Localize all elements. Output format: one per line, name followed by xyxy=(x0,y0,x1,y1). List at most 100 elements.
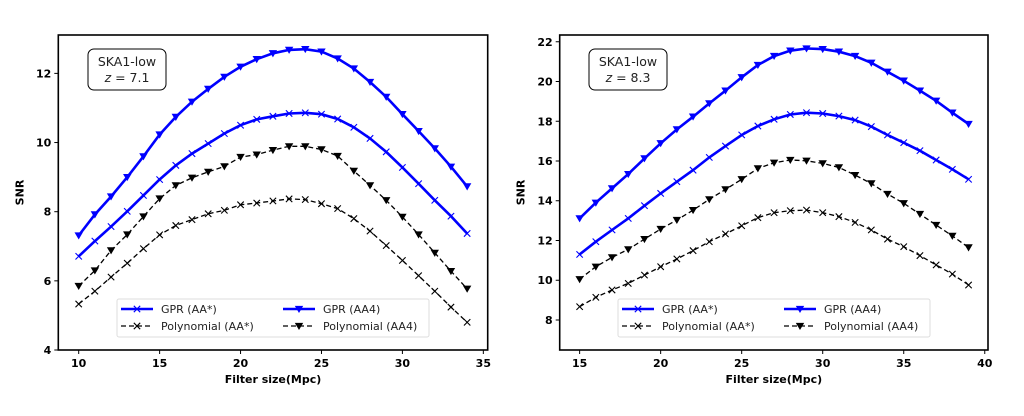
data-point xyxy=(754,214,762,222)
x-tick-label: 35 xyxy=(896,357,911,370)
data-point xyxy=(673,178,681,186)
data-point xyxy=(333,55,342,63)
data-point xyxy=(624,279,632,288)
data-point xyxy=(75,252,83,260)
data-point xyxy=(156,175,164,184)
data-point xyxy=(591,263,601,271)
data-point xyxy=(334,115,342,123)
data-point xyxy=(850,52,860,61)
series-polynomial-aa- xyxy=(75,195,471,326)
redshift-symbol: z xyxy=(605,70,613,85)
data-point xyxy=(284,46,294,54)
series-line xyxy=(578,111,970,256)
redshift-value: = 8.3 xyxy=(612,70,650,85)
data-point xyxy=(253,199,261,207)
y-tick-label: 8 xyxy=(44,206,52,219)
series-gpr-aa4- xyxy=(74,46,472,240)
data-point xyxy=(737,74,746,82)
legend-marker xyxy=(795,305,805,313)
data-point xyxy=(350,215,358,223)
data-point xyxy=(139,153,148,161)
legend-entry: GPR (AA4) xyxy=(283,303,380,316)
data-point xyxy=(834,164,844,172)
data-point xyxy=(90,267,100,275)
data-point xyxy=(91,287,99,295)
data-point xyxy=(91,237,99,245)
legend-label: GPR (AA4) xyxy=(323,303,380,316)
data-point xyxy=(688,113,698,121)
data-point xyxy=(900,243,908,251)
data-point xyxy=(721,87,730,95)
data-point xyxy=(463,318,471,326)
data-point xyxy=(398,213,407,221)
data-point xyxy=(317,48,326,56)
x-tick-label: 40 xyxy=(977,357,993,370)
data-point xyxy=(269,112,277,120)
data-point xyxy=(916,147,924,155)
data-point xyxy=(301,46,310,54)
axes-frame xyxy=(558,34,989,351)
data-point xyxy=(171,182,181,190)
data-point xyxy=(770,209,778,217)
annotation-redshift: z = 7.1 xyxy=(104,70,150,85)
data-point xyxy=(835,213,843,221)
data-point xyxy=(705,238,713,246)
legend-label: Polynomial (AA4) xyxy=(824,320,918,333)
data-point xyxy=(74,282,83,291)
data-point xyxy=(770,115,778,123)
x-tick-label: 35 xyxy=(476,357,491,370)
data-point xyxy=(851,218,859,226)
legend-frame xyxy=(617,298,931,338)
data-point xyxy=(640,202,649,210)
y-axis-label: SNR xyxy=(515,179,528,205)
data-point xyxy=(447,303,455,311)
data-point xyxy=(802,206,811,214)
data-point xyxy=(819,109,827,118)
data-point xyxy=(74,232,83,240)
series-polynomial-aa4- xyxy=(74,143,472,293)
data-point xyxy=(349,65,359,73)
data-point xyxy=(915,210,925,219)
data-point xyxy=(430,145,439,153)
data-point xyxy=(721,186,730,194)
y-tick-label: 12 xyxy=(537,234,552,247)
data-point xyxy=(350,123,358,131)
data-point xyxy=(688,206,698,215)
series-gpr-aa4- xyxy=(575,45,973,223)
data-point xyxy=(738,131,746,139)
legend-entry: Polynomial (AA*) xyxy=(622,320,755,333)
data-point xyxy=(786,47,795,55)
data-point xyxy=(187,98,197,106)
data-point xyxy=(640,271,649,279)
data-point xyxy=(268,50,278,58)
data-point xyxy=(883,235,892,243)
data-point xyxy=(301,195,309,204)
data-point xyxy=(640,235,649,244)
data-point xyxy=(204,210,212,218)
data-point xyxy=(964,175,973,183)
data-point xyxy=(123,173,132,182)
data-point xyxy=(867,59,876,67)
data-point xyxy=(252,151,261,159)
legend-marker xyxy=(133,322,141,330)
data-point xyxy=(931,97,941,105)
data-point xyxy=(834,48,844,56)
data-point xyxy=(365,78,375,87)
series-gpr-aa- xyxy=(75,109,471,260)
data-point xyxy=(156,231,164,239)
data-point xyxy=(592,293,600,301)
data-point xyxy=(916,252,924,260)
data-point xyxy=(575,276,584,284)
data-point xyxy=(753,165,763,173)
data-point xyxy=(188,150,196,158)
data-point xyxy=(915,87,925,95)
legend-entry: GPR (AA4) xyxy=(784,303,881,316)
chart-1: 10 15 20 25 30 35 4 6 8 10 12 Filter size(Mpc) SNR SK… xyxy=(13,34,491,386)
legend-marker xyxy=(795,322,805,330)
y-axis-label: SNR xyxy=(13,179,26,205)
legend: GPR (AA*) GPR (AA4) Polynomial (AA*) Polyno… xyxy=(617,298,931,338)
legend-marker xyxy=(294,322,304,330)
data-point xyxy=(769,159,779,167)
data-point xyxy=(382,197,391,205)
